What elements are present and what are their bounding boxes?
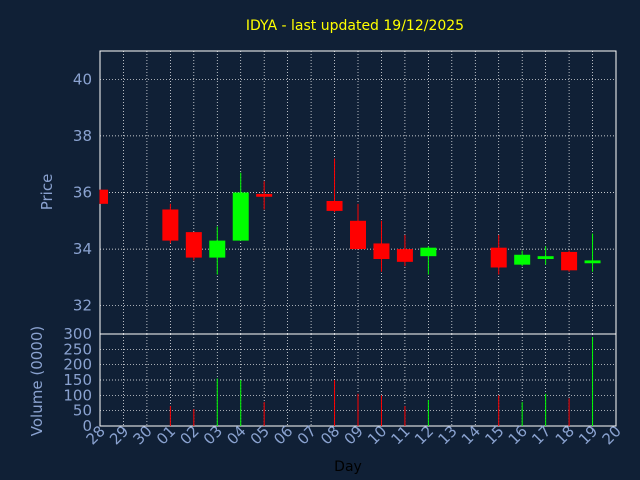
candle-body [326, 200, 343, 211]
candle-body [256, 193, 273, 197]
volume-tick-label: 0 [82, 417, 92, 435]
volume-tick-label: 250 [63, 340, 92, 358]
x-tick-labels: 2829300102030405060708091011121314151617… [83, 422, 625, 448]
candle-body [373, 243, 390, 260]
candle-body [232, 192, 249, 241]
candle-body [162, 209, 179, 241]
price-tick-label: 38 [73, 127, 92, 145]
chart-title: IDYA - last updated 19/12/2025 [246, 18, 464, 34]
volume-tick-label: 50 [73, 402, 92, 420]
volume-tick-label: 150 [63, 371, 92, 389]
candle-body [537, 256, 554, 260]
candle-body [185, 232, 202, 258]
price-tick-label: 40 [73, 70, 92, 88]
volume-tick-label: 100 [63, 386, 92, 404]
candle-body [514, 254, 531, 265]
volume-tick-label: 300 [63, 325, 92, 343]
candle-body [561, 251, 578, 271]
candle-body [350, 220, 366, 250]
price-tick-label: 32 [73, 297, 92, 315]
price-tick-label: 34 [73, 240, 92, 258]
candle-body [420, 247, 437, 257]
volume-tick-label: 200 [63, 356, 92, 374]
x-axis-label: Day [334, 459, 362, 475]
candle-body [100, 189, 108, 204]
price-panel: 32 34 36 38 40 [73, 50, 617, 335]
candle-body [584, 260, 601, 264]
price-axis-label: Price [38, 174, 56, 211]
price-tick-label: 36 [73, 184, 92, 202]
candle-body [490, 247, 507, 268]
volume-axis-label: Volume (0000) [28, 326, 46, 436]
candle-body [396, 249, 413, 262]
candle-body [209, 240, 226, 258]
